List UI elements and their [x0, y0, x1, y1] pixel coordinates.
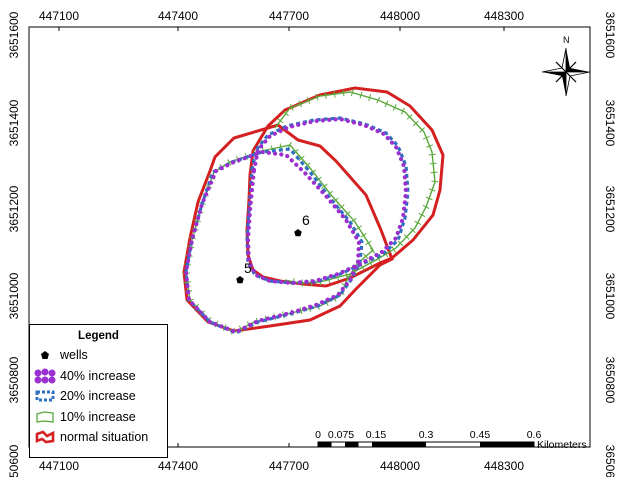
hatch-tick: [431, 172, 438, 173]
scale-label: 0.3: [419, 429, 434, 441]
north-label: N: [563, 35, 570, 45]
y-axis-left: 3651600 3651400 3651200 3651000 3650800 36506…: [7, 11, 21, 477]
dotted-purple-line-icon: [34, 367, 56, 385]
scale-label: 0.45: [470, 429, 491, 441]
green-hatched-line-icon: [34, 408, 56, 426]
dashed-blue-line-icon: [34, 387, 56, 405]
y-tick-label-right: 3651200: [603, 186, 617, 233]
x-tick-label-bottom: 448300: [484, 459, 524, 473]
y-tick-label-right: 3651400: [603, 100, 617, 147]
legend-item-10: 10% increase: [30, 407, 167, 428]
legend-label-40: 40% increase: [60, 369, 136, 383]
y-axis-right: 3651600 3651400 3651200 3651000 3650800 36506…: [603, 12, 617, 477]
x-tick-label-top: 448300: [484, 9, 524, 23]
pentagon-icon: [34, 346, 56, 364]
legend-item-20: 20% increase: [30, 386, 167, 407]
red-line-icon: [34, 428, 56, 446]
scale-label: 0.15: [366, 429, 387, 441]
legend-label-normal: normal situation: [60, 430, 148, 444]
legend-label-wells: wells: [60, 348, 88, 362]
legend: Legend wells 40% increase 20% increase: [29, 324, 168, 458]
x-tick-label-top: 448000: [380, 9, 420, 23]
x-tick-label-top: 447100: [39, 9, 79, 23]
well-6-label: 6: [302, 212, 310, 228]
x-tick-label-top: 447700: [269, 9, 309, 23]
x-tick-label-bottom: 447400: [158, 459, 198, 473]
x-tick-label-bottom: 448000: [380, 459, 420, 473]
y-tick-label-left: 3651400: [7, 99, 21, 146]
y-tick-label-left: 3650800: [7, 356, 21, 403]
hatch-tick: [430, 163, 437, 164]
y-tick-label-left: 3651600: [7, 11, 21, 58]
hatch-tick: [429, 154, 436, 155]
scale-label: 0: [315, 429, 321, 441]
y-tick-label-left: 3651000: [7, 272, 21, 319]
legend-item-40: 40% increase: [30, 366, 167, 387]
well-5-label: 5: [244, 260, 252, 276]
y-tick-label-left: 3650600: [7, 444, 21, 477]
y-tick-label-left: 3651200: [7, 185, 21, 232]
legend-label-20: 20% increase: [60, 389, 136, 403]
x-tick-label-top: 447400: [158, 9, 198, 23]
y-tick-label-right: 3650800: [603, 357, 617, 404]
x-tick-label-bottom: 447700: [269, 459, 309, 473]
legend-label-10: 10% increase: [60, 410, 136, 424]
y-tick-label-right: 3651600: [603, 12, 617, 59]
y-tick-label-right: 3650600: [603, 445, 617, 477]
legend-title: Legend: [30, 330, 167, 342]
x-tick-label-bottom: 447100: [39, 459, 79, 473]
scale-unit: Kilometers: [537, 439, 587, 451]
y-tick-label-right: 3651000: [603, 273, 617, 320]
legend-item-wells: wells: [30, 345, 167, 366]
legend-item-normal: normal situation: [30, 427, 167, 448]
scale-label: 0.075: [328, 429, 354, 441]
